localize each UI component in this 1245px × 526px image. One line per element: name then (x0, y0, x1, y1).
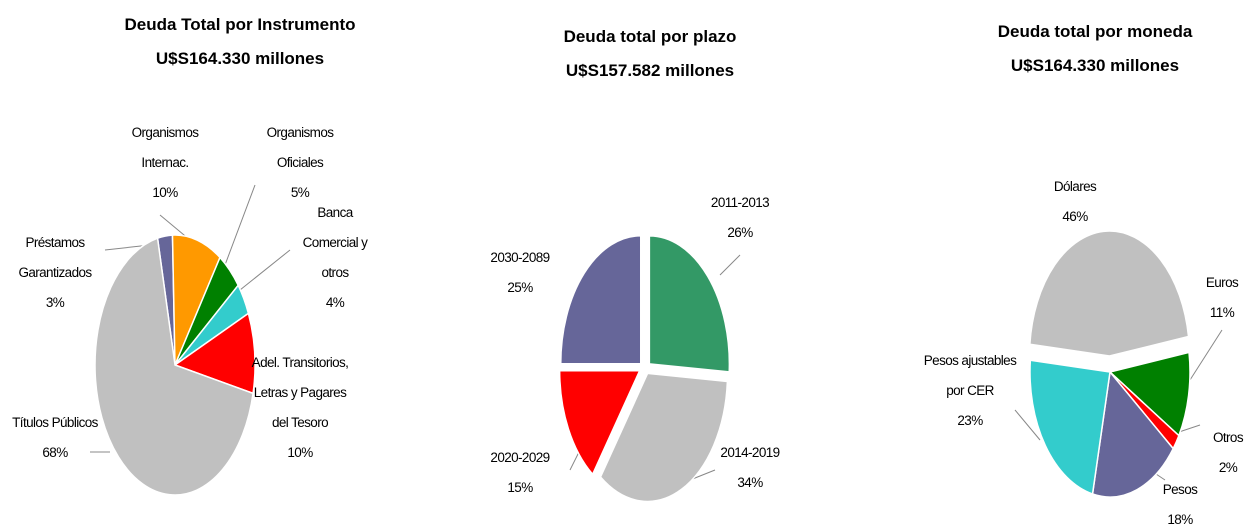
value-label: 5% (290, 185, 310, 200)
category-label: 2030-2089 (490, 250, 550, 265)
category-label: Euros (1205, 275, 1239, 290)
category-label: Dólares (1053, 179, 1097, 194)
category-label: Adel. Transitorios, Letras y Pagares del… (251, 355, 349, 430)
slice-label: Préstamos Garantizados 3% (0, 228, 110, 318)
leader-line (224, 184, 256, 266)
slice-label: 2014-2019 34% (705, 438, 795, 498)
leader-line (719, 254, 741, 276)
value-label: 10% (152, 185, 178, 200)
category-label: Banca Comercial y otros (302, 205, 368, 280)
slice-label: Títulos Públicos 68% (10, 408, 100, 468)
chart-title: Deuda total por moneda U$S164.330 millone… (998, 15, 1193, 83)
slice-label: Organismos Internac. 10% (120, 118, 210, 208)
value-label: 11% (1209, 305, 1235, 320)
category-label: Títulos Públicos (12, 415, 98, 430)
subtitle: U$S164.330 millones (155, 49, 325, 68)
slice-label: Euros 11% (1187, 268, 1245, 328)
slice-label: 2030-2089 25% (475, 243, 565, 303)
pie-slice (1029, 230, 1190, 357)
slice-label: Organismos Oficiales 5% (260, 118, 340, 208)
value-label: 18% (1167, 512, 1193, 526)
value-label: 23% (957, 413, 983, 428)
category-label: 2014-2019 (720, 445, 780, 460)
category-label: Organismos Internac. (131, 125, 199, 170)
pie-slice (648, 235, 731, 373)
category-label: Organismos Oficiales (266, 125, 334, 170)
value-label: 25% (507, 280, 533, 295)
title: Deuda Total por Instrumento (124, 15, 356, 34)
pie-slice (1029, 359, 1111, 495)
leader-line (1014, 409, 1041, 441)
slice-label: Banca Comercial y otros 4% (290, 198, 380, 318)
category-label: Préstamos Garantizados (18, 235, 92, 280)
slice-label: Otros 2% (1198, 423, 1245, 483)
slice-label: Pesos 18% (1150, 475, 1210, 526)
subtitle: U$S164.330 millones (1010, 56, 1180, 75)
pie-slice (173, 312, 256, 395)
category-label: Pesos (1162, 482, 1198, 497)
subtitle: U$S157.582 millones (565, 61, 735, 80)
leader-line (1189, 329, 1223, 381)
value-label: 26% (727, 225, 753, 240)
pie-slice (599, 372, 729, 503)
value-label: 46% (1062, 209, 1088, 224)
value-label: 15% (507, 480, 533, 495)
chart-title: Deuda Total por Instrumento U$S164.330 mi… (124, 8, 355, 76)
value-label: 3% (45, 295, 65, 310)
pie-slice (558, 369, 641, 476)
category-label: Pesos ajustables por CER (923, 353, 1017, 398)
pie-slice (1108, 351, 1191, 437)
slice-label: Dólares 46% (1035, 172, 1115, 232)
value-label: 2% (1218, 460, 1238, 475)
category-label: 2011-2013 (710, 195, 770, 210)
leader-line (239, 249, 291, 291)
pie-slice (171, 234, 221, 366)
value-label: 34% (737, 475, 763, 490)
value-label: 68% (42, 445, 68, 460)
slice-label: Pesos ajustables por CER 23% (915, 346, 1025, 436)
category-label: Otros (1212, 430, 1244, 445)
slice-label: Adel. Transitorios, Letras y Pagares del… (250, 348, 350, 468)
title: Deuda total por plazo (563, 27, 737, 46)
value-label: 4% (325, 295, 345, 310)
value-label: 10% (287, 445, 313, 460)
pie-slice (94, 237, 254, 496)
slice-label: 2020-2029 15% (475, 443, 565, 503)
chart-title: Deuda total por plazo U$S157.582 millones (564, 20, 737, 88)
pie-slice (1091, 370, 1175, 498)
category-label: 2020-2029 (490, 450, 550, 465)
slice-label: 2011-2013 26% (695, 188, 785, 248)
title: Deuda total por moneda (997, 22, 1193, 41)
pie-slice (560, 235, 642, 365)
